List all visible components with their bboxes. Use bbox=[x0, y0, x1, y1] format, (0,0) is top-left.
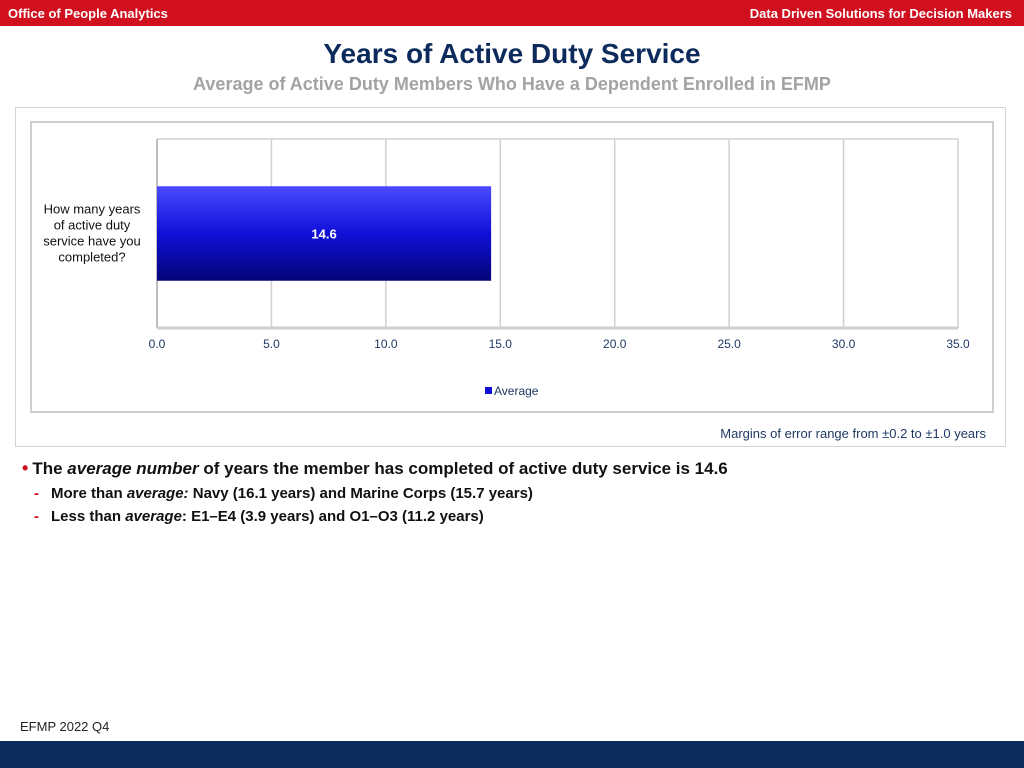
bar-value-label: 14.6 bbox=[311, 227, 336, 242]
legend-label: Average bbox=[494, 384, 539, 398]
sub-finding-prefix: Less than bbox=[51, 508, 122, 525]
legend: Average bbox=[485, 384, 539, 398]
header-bar: Office of People Analytics Data Driven S… bbox=[0, 0, 1024, 26]
footer-label: EFMP 2022 Q4 bbox=[20, 719, 110, 734]
slide-title: Years of Active Duty Service bbox=[323, 38, 701, 69]
dash-marker: - bbox=[34, 508, 39, 525]
header-org-label: Office of People Analytics bbox=[8, 6, 168, 21]
bars: 14.6 bbox=[157, 186, 492, 281]
category-labels: How many years of active duty service have… bbox=[43, 202, 141, 265]
sub-finding-text: Navy (16.1 years) and Marine Corps (15.7… bbox=[192, 485, 533, 502]
x-tick-label: 0.0 bbox=[149, 337, 166, 351]
header-tagline: Data Driven Solutions for Decision Maker… bbox=[749, 6, 1012, 21]
sub-finding-less: - Less than average: E1–E4 (3.9 years) an… bbox=[34, 508, 1002, 525]
x-tick-label: 35.0 bbox=[946, 337, 970, 351]
dash-marker: - bbox=[34, 485, 39, 502]
category-label: How many years of active duty service have… bbox=[43, 202, 141, 265]
x-tick-label: 25.0 bbox=[717, 337, 741, 351]
margin-of-error-note: Margins of error range from ±0.2 to ±1.0… bbox=[720, 426, 986, 441]
slide-subtitle: Average of Active Duty Members Who Have … bbox=[193, 74, 831, 94]
sub-finding-emphasis: average: bbox=[126, 485, 189, 502]
sub-finding-text: : E1–E4 (3.9 years) and O1–O3 (11.2 year… bbox=[181, 508, 484, 525]
sub-finding-prefix: More than bbox=[51, 485, 123, 502]
sub-finding-more: - More than average: Navy (16.1 years) an… bbox=[34, 485, 1002, 502]
x-tick-labels: 0.0 5.0 10.0 15.0 20.0 25.0 30.0 35.0 bbox=[149, 337, 970, 351]
main-finding-text: of years the member has completed of act… bbox=[203, 459, 728, 478]
x-tick-label: 15.0 bbox=[489, 337, 513, 351]
bar bbox=[157, 186, 492, 281]
x-tick-label: 20.0 bbox=[603, 337, 627, 351]
x-tick-label: 10.0 bbox=[374, 337, 398, 351]
gridlines bbox=[156, 138, 959, 330]
findings-list: • The average number of years the member … bbox=[22, 458, 1002, 525]
main-finding-prefix: The bbox=[32, 459, 63, 478]
bullet-dot: • bbox=[22, 458, 29, 478]
sub-finding-emphasis: average bbox=[125, 508, 182, 525]
main-finding: • The average number of years the member … bbox=[22, 458, 1002, 479]
legend-swatch bbox=[485, 387, 492, 394]
x-tick-label: 30.0 bbox=[832, 337, 856, 351]
x-tick-label: 5.0 bbox=[263, 337, 280, 351]
footer-bar bbox=[0, 741, 1024, 768]
main-finding-emphasis: average number bbox=[67, 459, 199, 478]
